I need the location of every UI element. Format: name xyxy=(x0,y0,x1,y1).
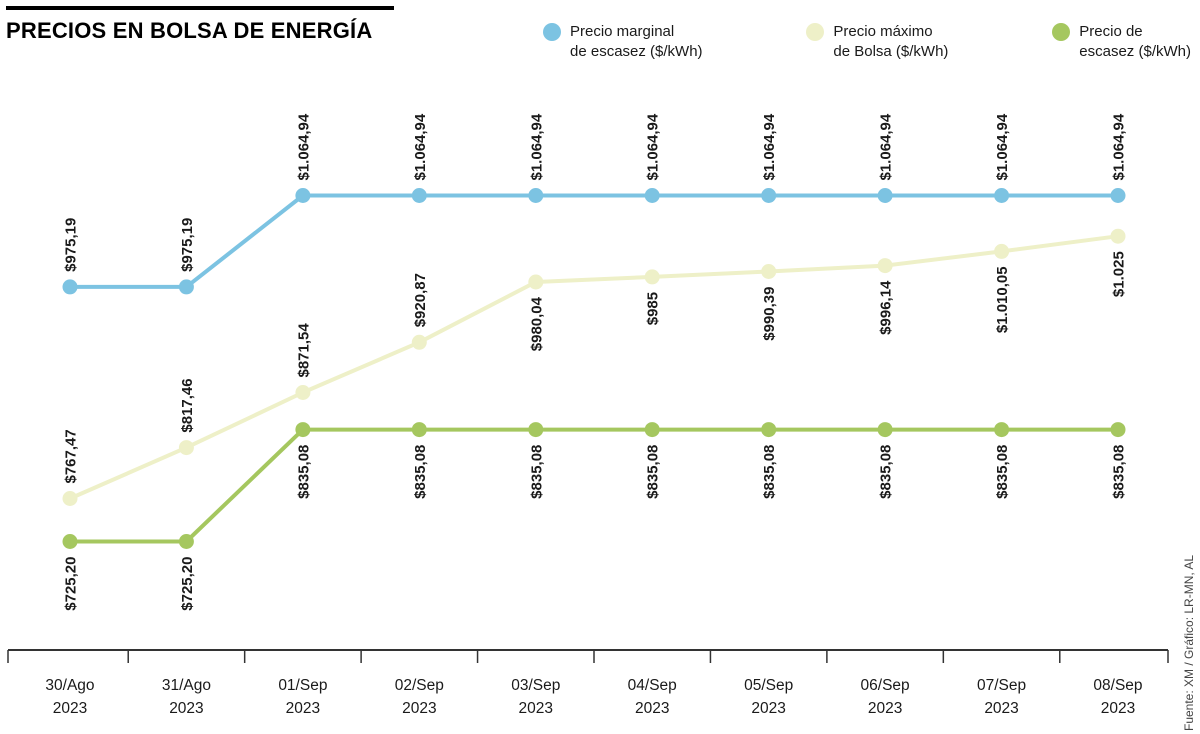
x-axis-label-date: 31/Ago xyxy=(162,677,211,694)
x-axis-label-year: 2023 xyxy=(751,700,785,717)
value-label: $835,08 xyxy=(1111,445,1128,499)
value-label: $985 xyxy=(645,292,662,325)
data-point-marker xyxy=(644,269,660,285)
x-axis-label-year: 2023 xyxy=(1101,700,1135,717)
value-label: $1.064,94 xyxy=(412,113,429,180)
value-label: $1.064,94 xyxy=(645,113,662,180)
legend-swatch-precio-marginal-icon xyxy=(543,23,561,41)
data-point-marker xyxy=(295,385,311,400)
value-label: $835,08 xyxy=(878,445,895,499)
data-point-marker xyxy=(62,534,78,549)
series-line-2 xyxy=(70,427,1118,544)
legend-swatch-precio-escasez-icon xyxy=(1052,23,1071,41)
legend-label-precio-escasez: Precio de escasez ($/kWh) xyxy=(1079,23,1191,60)
data-point-marker xyxy=(295,188,311,203)
title-rule xyxy=(6,6,394,10)
x-axis-label-date: 04/Sep xyxy=(628,677,677,694)
value-label: $980,04 xyxy=(528,296,545,351)
x-axis-label-year: 2023 xyxy=(635,700,669,717)
data-point-marker xyxy=(994,188,1010,203)
value-label: $725,20 xyxy=(63,557,80,611)
data-point-marker xyxy=(295,422,311,438)
data-point-marker xyxy=(178,279,194,295)
value-label: $1.064,94 xyxy=(528,113,545,180)
value-label: $996,14 xyxy=(878,280,895,335)
x-axis-label-year: 2023 xyxy=(286,700,320,717)
x-axis-label-date: 03/Sep xyxy=(511,677,560,694)
value-label: $835,08 xyxy=(761,445,778,499)
value-label: $725,20 xyxy=(179,557,196,611)
x-axis-label-year: 2023 xyxy=(868,700,902,717)
value-label: $975,19 xyxy=(179,218,196,272)
data-point-marker xyxy=(411,422,427,438)
data-point-marker xyxy=(62,279,78,295)
data-point-marker xyxy=(644,188,660,203)
data-point-marker xyxy=(761,422,777,438)
data-point-marker xyxy=(877,258,893,274)
legend-label-precio-maximo: Precio máximo de Bolsa ($/kWh) xyxy=(833,23,949,60)
legend-item-precio-escasez: Precio de escasez ($/kWh) xyxy=(1052,22,1191,62)
value-label: $871,54 xyxy=(295,323,312,378)
x-axis-label-date: 08/Sep xyxy=(1093,677,1142,694)
value-label: $835,08 xyxy=(412,445,429,499)
data-point-marker xyxy=(877,422,893,438)
x-axis-label-year: 2023 xyxy=(169,700,203,717)
legend-item-precio-marginal: Precio marginal de escasez ($/kWh) xyxy=(543,22,703,62)
value-label: $817,46 xyxy=(179,378,196,432)
value-label: $835,08 xyxy=(528,445,545,499)
value-label: $767,47 xyxy=(63,429,80,483)
data-point-marker xyxy=(528,188,544,203)
value-label: $1.010,05 xyxy=(994,266,1011,333)
data-point-marker xyxy=(1110,228,1126,244)
data-point-marker xyxy=(178,534,194,549)
x-axis-label-date: 30/Ago xyxy=(45,677,94,694)
value-label: $1.025 xyxy=(1111,251,1128,297)
data-point-marker xyxy=(62,491,78,506)
data-point-marker xyxy=(411,188,427,203)
legend-label-precio-marginal: Precio marginal de escasez ($/kWh) xyxy=(570,23,703,60)
x-axis-label-date: 07/Sep xyxy=(977,677,1026,694)
x-axis-label-date: 01/Sep xyxy=(278,677,327,694)
source-credit: Fuente: XM / Gráfico: LR-MN, AL xyxy=(1182,555,1196,731)
value-label: $1.064,94 xyxy=(1111,113,1128,180)
data-point-marker xyxy=(178,440,194,456)
data-point-marker xyxy=(761,264,777,279)
x-axis-label-date: 06/Sep xyxy=(861,677,910,694)
value-label: $975,19 xyxy=(63,218,80,272)
data-point-marker xyxy=(1110,422,1126,438)
x-axis-label-year: 2023 xyxy=(984,700,1018,717)
x-axis-label-date: 05/Sep xyxy=(744,677,793,694)
legend-item-precio-maximo: Precio máximo de Bolsa ($/kWh) xyxy=(806,22,948,62)
value-label: $835,08 xyxy=(994,445,1011,499)
value-label: $990,39 xyxy=(761,287,778,341)
data-point-marker xyxy=(994,243,1010,259)
data-point-marker xyxy=(994,422,1010,438)
data-point-marker xyxy=(411,334,427,350)
data-point-marker xyxy=(644,422,660,438)
legend-swatch-precio-maximo-icon xyxy=(806,23,825,41)
value-label: $920,87 xyxy=(412,273,429,327)
data-point-marker xyxy=(761,188,777,203)
chart-title: PRECIOS EN BOLSA DE ENERGÍA xyxy=(6,18,373,43)
data-point-marker xyxy=(877,188,893,203)
x-axis-label-year: 2023 xyxy=(519,700,553,717)
data-point-marker xyxy=(528,422,544,438)
value-label: $1.064,94 xyxy=(994,113,1011,180)
value-label: $1.064,94 xyxy=(295,113,312,180)
legend: Precio marginal de escasez ($/kWh) Precio… xyxy=(543,22,1191,62)
value-label: $1.064,94 xyxy=(878,113,895,180)
value-label: $835,08 xyxy=(295,445,312,499)
x-axis-label-year: 2023 xyxy=(53,700,87,717)
series-line-1 xyxy=(69,234,1119,501)
data-point-marker xyxy=(528,274,544,290)
value-label: $1.064,94 xyxy=(761,113,778,180)
series-line-0 xyxy=(70,193,1118,289)
x-axis-label-year: 2023 xyxy=(402,700,436,717)
value-label: $835,08 xyxy=(645,445,662,499)
data-point-marker xyxy=(1110,188,1126,203)
x-axis-label-date: 02/Sep xyxy=(395,677,444,694)
